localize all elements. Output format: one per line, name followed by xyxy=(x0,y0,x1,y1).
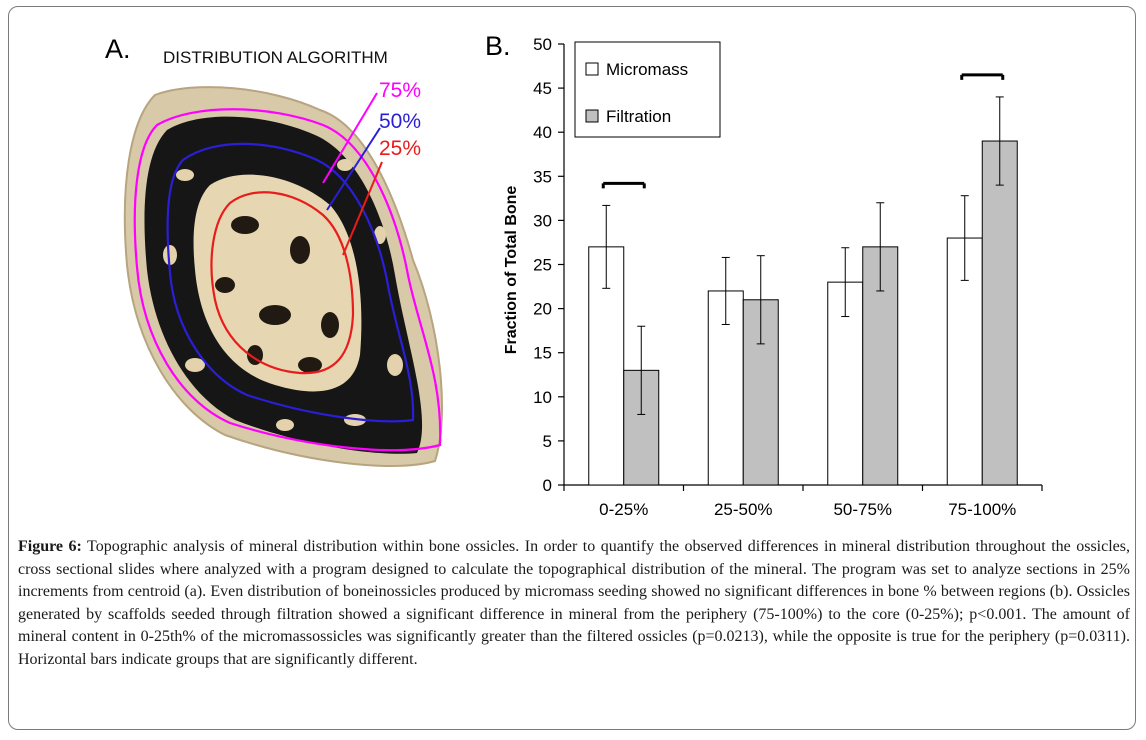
ring-holes xyxy=(163,159,403,431)
legend-swatch-filtration xyxy=(585,109,599,123)
panel-a-letter: A. xyxy=(105,34,131,64)
panel-b-letter: B. xyxy=(485,31,511,61)
leader-75 xyxy=(322,92,378,184)
leader-25 xyxy=(342,161,383,256)
x-tick-label: 0-25% xyxy=(599,500,648,519)
label-75: 75% xyxy=(379,79,421,102)
bone-texture xyxy=(215,216,339,373)
y-tick-label: 20 xyxy=(533,300,552,319)
caption-text: Topographic analysis of mineral distribu… xyxy=(18,538,1131,668)
legend-label-micromass: Micromass xyxy=(606,60,688,79)
contour-25 xyxy=(210,191,355,375)
legend-label-filtration: Filtration xyxy=(606,107,671,126)
y-tick-label: 40 xyxy=(533,123,552,142)
y-tick-label: 35 xyxy=(533,167,552,186)
x-tick-label: 25-50% xyxy=(714,500,773,519)
legend-swatch-micromass xyxy=(585,62,599,76)
leader-50 xyxy=(326,127,381,211)
y-tick-label: 50 xyxy=(533,35,552,54)
panel-a-title: DISTRIBUTION ALGORITHM xyxy=(163,48,388,67)
panel-b-chart: B. Fraction of Total Bone 0 5 10 15 20 25 30 35… xyxy=(485,31,1043,519)
label-25: 25% xyxy=(379,137,421,160)
y-axis-label: Fraction of Total Bone xyxy=(503,186,520,355)
y-tick-label: 30 xyxy=(533,211,552,230)
y-tick-label: 0 xyxy=(543,476,552,495)
y-tick-label: 45 xyxy=(533,79,552,98)
contour-50 xyxy=(166,142,415,423)
bone-micrograph xyxy=(123,86,443,467)
bar-filtration-3 xyxy=(981,140,1018,486)
figure-frame xyxy=(8,6,1136,730)
caption-label: Figure 6: xyxy=(18,538,82,555)
x-tick-label: 75-100% xyxy=(948,500,1016,519)
y-tick-label: 25 xyxy=(533,256,552,275)
label-50: 50% xyxy=(379,110,421,133)
x-tick-label: 50-75% xyxy=(833,500,892,519)
legend-box xyxy=(574,41,721,138)
y-tick-label: 10 xyxy=(533,388,552,407)
legend: Micromass Filtration xyxy=(574,41,721,138)
figure-caption: Figure 6: Topographic analysis of minera… xyxy=(18,536,1130,671)
panel-a: A. DISTRIBUTION ALGORITHM xyxy=(105,34,443,467)
y-tick-label: 15 xyxy=(533,344,552,363)
y-tick-label: 5 xyxy=(543,432,552,451)
contour-75 xyxy=(133,108,442,452)
